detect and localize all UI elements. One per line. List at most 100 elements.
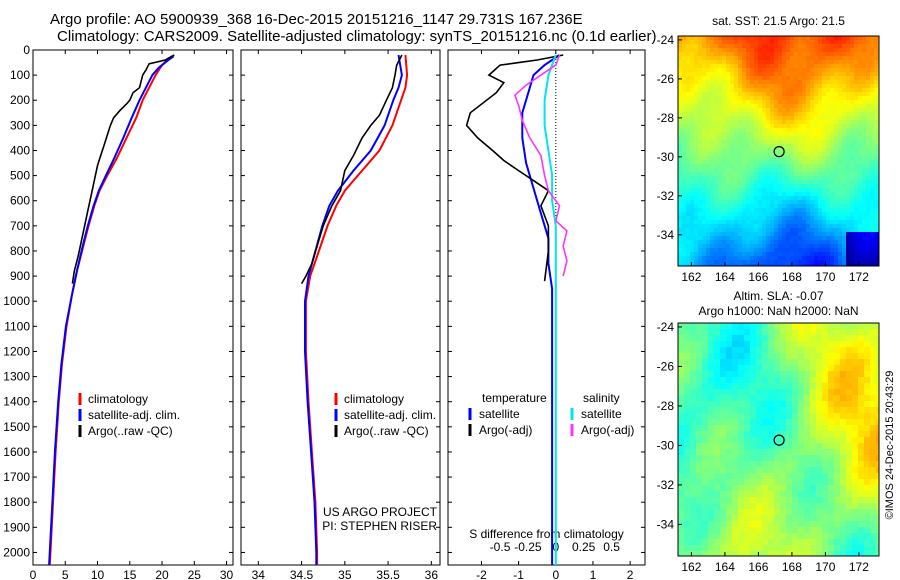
map-cell [744, 413, 750, 419]
map-cell [758, 220, 762, 224]
map-cell [762, 48, 766, 52]
salinity-tick-label: -0.25 [514, 540, 542, 554]
map-cell [766, 224, 770, 228]
map-cell [690, 401, 696, 407]
map-cell [846, 371, 852, 377]
map-cell [842, 72, 846, 76]
map-cell [874, 120, 878, 124]
map-cell [850, 172, 854, 176]
map-cell [794, 184, 798, 188]
map-cell [690, 136, 694, 140]
map-cell [778, 264, 782, 266]
map-cell [790, 140, 794, 144]
map-cell [850, 36, 854, 40]
map-cell [804, 335, 810, 341]
map-cell [842, 236, 846, 240]
map-cell [678, 353, 684, 359]
map-cell [746, 52, 750, 56]
map-y-tick-label: -34 [657, 228, 675, 242]
map-cell [792, 449, 798, 455]
map-cell [802, 180, 806, 184]
map-cell [742, 60, 746, 64]
map-cell [840, 347, 846, 353]
map-cell [774, 341, 780, 347]
map-cell [792, 467, 798, 473]
map-cell [710, 136, 714, 140]
map-cell [726, 168, 730, 172]
map-cell [826, 228, 830, 232]
map-cell [696, 341, 702, 347]
map-cell [722, 256, 726, 260]
map-cell [838, 224, 842, 228]
map-cell [794, 216, 798, 220]
map-cell [738, 248, 742, 252]
map-cell [678, 216, 682, 220]
map-cell [738, 329, 744, 335]
map-cell [806, 48, 810, 52]
map-cell [798, 232, 802, 236]
map-cell [738, 188, 742, 192]
map-cell [876, 395, 879, 401]
map-cell [786, 56, 790, 60]
argo-location-marker [773, 146, 785, 158]
map-cell [730, 216, 734, 220]
map-cell [744, 383, 750, 389]
map-cell [858, 383, 864, 389]
map-cell [874, 208, 878, 212]
map-cell [830, 188, 834, 192]
map-cell [726, 509, 732, 515]
map-cell [750, 188, 754, 192]
map-cell [828, 497, 834, 503]
map-cell [738, 208, 742, 212]
map-cell [708, 395, 714, 401]
map-cell [846, 353, 852, 359]
map-cell [826, 212, 830, 216]
map-cell [786, 220, 790, 224]
map-cell [762, 172, 766, 176]
map-cell [710, 88, 714, 92]
map-cell [810, 168, 814, 172]
map-cell [782, 120, 786, 124]
map-cell [682, 184, 686, 188]
map-cell [768, 401, 774, 407]
map-cell [818, 220, 822, 224]
map-cell [682, 120, 686, 124]
map-cell [718, 164, 722, 168]
map-cell [722, 96, 726, 100]
map-cell [846, 212, 850, 216]
map-cell [850, 156, 854, 160]
map-cell [682, 204, 686, 208]
map-cell [742, 144, 746, 148]
map-cell [798, 64, 802, 68]
map-cell [750, 431, 756, 437]
map-cell [852, 377, 858, 383]
map-cell [708, 491, 714, 497]
map-cell [834, 244, 838, 248]
map-cell [718, 240, 722, 244]
map-cell [684, 473, 690, 479]
map-cell [846, 407, 852, 413]
map-cell [858, 252, 862, 256]
map-cell [702, 152, 706, 156]
map-cell [756, 347, 762, 353]
map-cell [854, 60, 858, 64]
map-cell [710, 176, 714, 180]
map-cell [830, 172, 834, 176]
map-cell [846, 413, 852, 419]
map-cell [798, 256, 802, 260]
map-cell [794, 60, 798, 64]
map-cell [766, 160, 770, 164]
map-cell [756, 341, 762, 347]
map-cell [722, 164, 726, 168]
map-cell [746, 112, 750, 116]
map-cell [870, 485, 876, 491]
map-cell [798, 168, 802, 172]
map-cell [742, 76, 746, 80]
y-tick-label: 100 [10, 68, 30, 82]
map-cell [850, 176, 854, 180]
map-cell [746, 232, 750, 236]
map-cell [702, 347, 708, 353]
map-cell [730, 116, 734, 120]
map-cell [696, 473, 702, 479]
map-cell [722, 104, 726, 108]
